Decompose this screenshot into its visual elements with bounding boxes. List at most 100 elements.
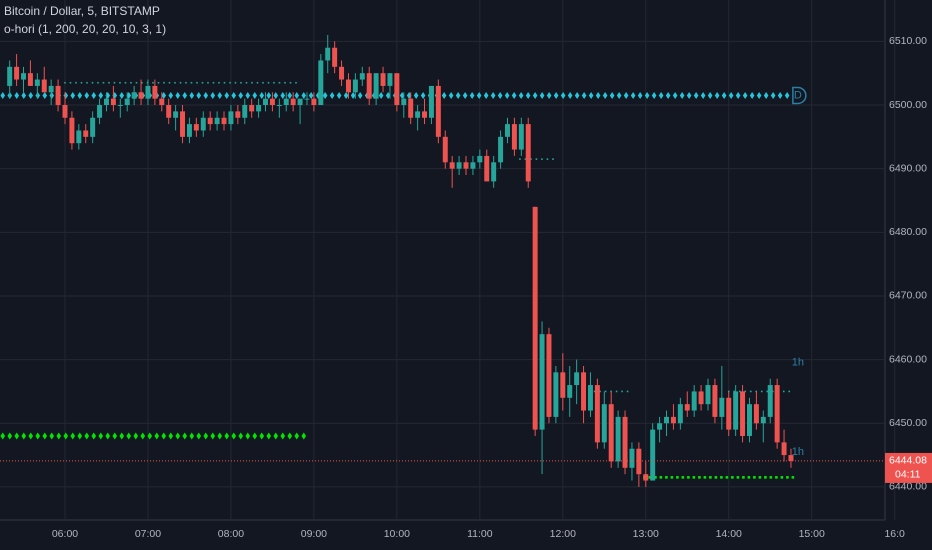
candle-body — [428, 85, 434, 118]
level-marker — [287, 432, 293, 440]
level-marker — [604, 390, 607, 393]
level-marker — [644, 91, 650, 99]
level-marker — [756, 91, 762, 99]
y-tick-label: 6470.00 — [889, 290, 927, 302]
level-marker — [133, 432, 139, 440]
level-marker — [530, 158, 532, 160]
level-marker — [378, 91, 384, 99]
level-marker — [161, 91, 167, 99]
level-marker — [69, 81, 72, 84]
candle-body — [753, 404, 759, 424]
level-marker — [97, 81, 99, 84]
candle-body — [705, 385, 711, 405]
level-marker — [168, 81, 171, 84]
level-marker — [763, 91, 769, 99]
level-marker — [63, 91, 69, 99]
candle-body — [712, 385, 718, 417]
level-marker — [714, 476, 718, 479]
level-marker — [621, 390, 623, 393]
level-marker — [70, 432, 76, 440]
level-marker — [581, 91, 587, 99]
level-marker — [630, 91, 636, 99]
level-marker — [21, 432, 27, 440]
level-marker — [343, 91, 349, 99]
level-marker — [28, 91, 34, 99]
x-tick-label: 13:00 — [633, 528, 659, 540]
level-marker — [64, 81, 66, 84]
level-marker — [654, 476, 657, 479]
level-marker — [77, 91, 83, 99]
level-marker — [105, 432, 111, 440]
level-marker — [49, 432, 55, 440]
candle-body — [788, 455, 794, 461]
candle-body — [581, 372, 587, 411]
x-tick-label: 16:0 — [884, 528, 905, 540]
level-marker — [749, 91, 755, 99]
level-marker — [140, 432, 146, 440]
level-marker — [256, 81, 259, 84]
level-marker — [758, 476, 762, 479]
level-marker — [519, 158, 521, 160]
level-marker — [766, 390, 769, 393]
level-marker — [771, 390, 774, 393]
candle-body — [643, 474, 649, 481]
level-marker — [49, 91, 55, 99]
level-marker — [764, 476, 767, 479]
candle-body — [339, 66, 345, 80]
candle-body — [463, 162, 469, 169]
candle-body — [180, 111, 186, 137]
level-marker — [231, 91, 237, 99]
level-marker — [504, 91, 510, 99]
level-marker — [357, 91, 363, 99]
level-marker — [102, 81, 105, 84]
candle-body — [698, 391, 704, 405]
candle-body — [235, 111, 241, 118]
level-marker — [63, 432, 69, 440]
level-marker — [98, 91, 104, 99]
level-marker — [42, 91, 48, 99]
level-marker — [687, 476, 690, 479]
level-marker — [350, 91, 356, 99]
level-marker — [775, 476, 778, 479]
candle-body — [7, 66, 13, 86]
level-marker — [593, 390, 596, 393]
level-marker — [280, 91, 286, 99]
level-line — [308, 91, 790, 99]
candle-body — [103, 98, 109, 106]
candle-body — [21, 73, 26, 80]
level-marker — [497, 91, 503, 99]
candle-body — [394, 73, 400, 106]
level-marker — [126, 432, 132, 440]
level-marker — [721, 91, 727, 99]
level-marker — [483, 91, 489, 99]
annotation: D — [794, 89, 802, 101]
level-marker — [616, 91, 622, 99]
candle-body — [380, 73, 386, 86]
level-marker — [266, 91, 272, 99]
candle-body — [456, 162, 462, 169]
level-marker — [70, 91, 76, 99]
level-marker — [546, 91, 552, 99]
candle-body — [615, 416, 621, 462]
x-tick-label: 12:00 — [550, 528, 576, 540]
level-marker — [784, 91, 790, 99]
candle-body — [657, 423, 663, 430]
level-marker — [135, 81, 138, 84]
level-marker — [161, 432, 167, 440]
level-marker — [546, 158, 549, 160]
candle-body — [781, 442, 787, 456]
level-marker — [273, 81, 275, 84]
level-marker — [223, 81, 226, 84]
candle-body — [131, 92, 137, 99]
candle-body — [719, 397, 725, 417]
level-marker — [686, 91, 692, 99]
candle-body — [14, 66, 20, 80]
candle-body — [664, 416, 670, 424]
level-marker — [744, 390, 747, 393]
level-marker — [7, 432, 13, 440]
level-marker — [154, 432, 160, 440]
candle-body — [97, 105, 103, 118]
candle-body — [207, 117, 213, 125]
candle-body — [733, 391, 739, 430]
